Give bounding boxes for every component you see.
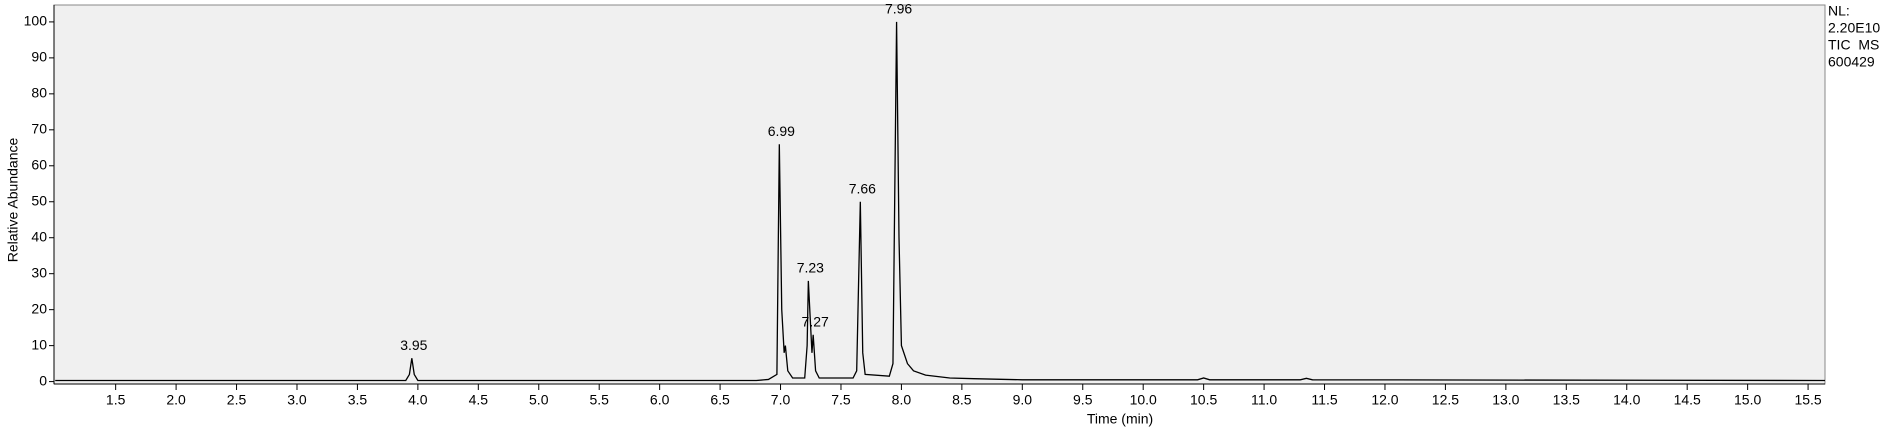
x-tick-label: 5.0 [529,392,549,408]
y-tick-label: 60 [31,156,47,172]
x-tick-label: 11.0 [1251,392,1277,408]
peak-label: 7.66 [849,180,876,196]
x-tick-label: 7.0 [771,392,791,408]
x-tick-label: 10.0 [1130,392,1157,408]
plot-area [53,4,1826,385]
header-note: 2.20E10 [1828,20,1880,36]
y-tick-label: 70 [31,121,47,137]
header-note: NL: [1828,3,1850,19]
x-tick-label: 1.5 [106,392,126,408]
x-tick-label: 4.5 [469,392,489,408]
y-tick-label: 0 [39,372,47,388]
x-tick-label: 7.5 [831,392,851,408]
x-tick-label: 9.5 [1073,392,1093,408]
x-tick-label: 15.5 [1794,392,1821,408]
x-tick-label: 14.5 [1674,392,1701,408]
peak-label: 3.95 [400,337,427,353]
header-note: 600429 [1828,54,1875,70]
peak-label: 6.99 [768,123,795,139]
y-tick-label: 80 [31,85,47,101]
x-tick-label: 13.0 [1492,392,1519,408]
x-tick-label: 3.5 [348,392,368,408]
x-tick-label: 9.0 [1013,392,1033,408]
y-tick-label: 30 [31,264,47,280]
peak-label: 7.27 [802,314,829,330]
x-tick-label: 2.0 [166,392,186,408]
peak-label: 7.23 [797,260,824,276]
y-tick-label: 50 [31,192,47,208]
y-tick-label: 20 [31,300,47,316]
x-tick-label: 10.5 [1190,392,1217,408]
x-tick-label: 8.5 [952,392,972,408]
x-tick-label: 8.0 [892,392,912,408]
x-tick-label: 3.0 [287,392,307,408]
y-tick-label: 40 [31,228,47,244]
x-tick-label: 12.5 [1432,392,1459,408]
x-tick-label: 11.5 [1311,392,1337,408]
header-note: TIC MS [1828,37,1879,53]
x-tick-label: 4.0 [408,392,428,408]
x-tick-label: 15.0 [1734,392,1761,408]
x-tick-label: 13.5 [1553,392,1580,408]
x-tick-label: 2.5 [227,392,247,408]
x-tick-label: 5.5 [589,392,609,408]
x-axis-label: Time (min) [1087,411,1153,427]
x-tick-label: 12.0 [1371,392,1398,408]
y-tick-label: 10 [31,336,47,352]
x-tick-label: 14.0 [1613,392,1640,408]
x-tick-label: 6.0 [650,392,670,408]
y-axis-label: Relative Abundance [5,138,21,263]
x-tick-label: 6.5 [710,392,730,408]
trace [55,21,1826,382]
y-tick-label: 90 [31,49,47,65]
peak-label: 7.96 [885,1,912,17]
y-tick-label: 100 [24,13,48,29]
